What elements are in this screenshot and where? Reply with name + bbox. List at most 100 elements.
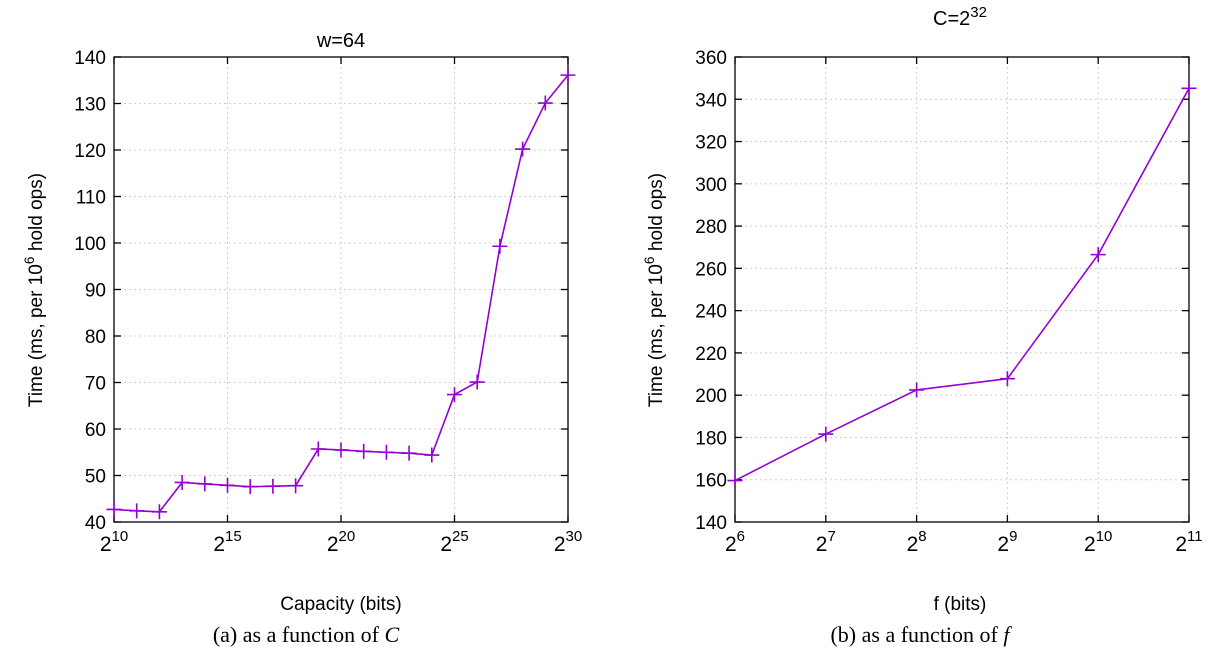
chart-a-x-tick-label: 220 [327,528,355,556]
chart-a-y-tick-label: 120 [74,141,106,162]
chart-b-x-tick-exponent: 10 [1096,528,1113,545]
chart-a-x-tick-exponent: 10 [112,528,129,545]
chart-a-x-tick-label: 225 [440,528,468,556]
chart-a-x-tick-label: 210 [100,528,128,556]
chart-a-x-tick-label: 215 [213,528,241,556]
chart-b-x-tick-base: 2 [907,533,919,556]
chart-a-y-tick-label: 110 [76,188,106,209]
chart-b-y-tick-label: 140 [695,513,727,534]
chart-a-x-tick-base: 2 [327,533,339,556]
chart-b-x-axis-label: f (bits) [934,594,987,615]
chart-b-x-tick-exponent: 11 [1187,528,1203,545]
chart-b-x-tick-base: 2 [1084,533,1096,556]
chart-b-x-tick-exponent: 8 [918,528,926,545]
chart-b-data-point [1181,80,1197,96]
chart-b-caption-text: (b) as a function of [830,622,1003,647]
chart-b-x-tick-label: 28 [907,528,927,556]
chart-b-series-line [734,87,1190,482]
chart-a-caption-variable: C [384,622,399,647]
chart-b-y-tick-label: 360 [695,48,727,69]
chart-b-data-point [1090,247,1106,263]
chart-a-y-tick-label: 50 [85,467,106,488]
chart-b-x-tick-base: 2 [997,533,1009,556]
chart-a-x-tick-exponent: 20 [339,528,356,545]
chart-b-y-tick-label: 260 [695,259,727,280]
chart-b-y-axis-label-prefix: Time (ms, per 10 [646,264,667,407]
chart-b-y-tick-label: 280 [695,217,727,238]
chart-a-data-point [333,442,349,458]
chart-a-caption: (a) as a function of C [213,622,400,647]
chart-a-data-point [424,447,440,463]
chart-panel-b: C=232 140 160 180 200 220 240 260 280 300 320 340 3… [641,4,1203,647]
chart-a-x-tick-label: 230 [554,528,582,556]
chart-b-y-tick-label: 160 [695,471,727,492]
chart-a-x-tick-base: 2 [440,533,452,556]
chart-b-y-tick-label: 240 [695,302,727,323]
chart-b-data-point [818,426,834,442]
chart-b-data-point [909,382,925,398]
chart-a-data-point [469,374,485,390]
chart-b-y-tick-label: 340 [695,90,727,111]
chart-a-data-point [378,444,394,460]
chart-a-data-point [106,501,122,517]
chart-a-x-tick-base: 2 [213,533,225,556]
chart-b-caption: (b) as a function of f [830,622,1012,647]
chart-b-y-axis-label: Time (ms, per 106 hold ops) [641,173,667,407]
chart-a-data-point [197,476,213,492]
chart-a-y-tick-label: 60 [85,420,106,441]
chart-b-y-tick-label: 320 [695,133,727,154]
chart-a-y-tick-label: 70 [85,374,106,395]
chart-b-x-tick-label: 26 [725,528,745,556]
chart-a-y-tick-label: 90 [85,281,106,302]
chart-b-caption-variable: f [1003,622,1012,647]
chart-a-data-point [265,478,281,494]
chart-a-data-point [129,503,145,519]
chart-a-x-tick-base: 2 [554,533,566,556]
chart-b-y-tick-label: 200 [695,386,727,407]
chart-b-x-tick-exponent: 7 [827,528,835,545]
chart-b-title: C=232 [933,4,987,30]
chart-a-y-axis-label-prefix: Time (ms, per 10 [26,264,47,407]
chart-a-y-axis-label-exponent: 6 [21,256,37,264]
chart-a-data-point [560,67,576,83]
chart-b-x-tick-base: 2 [725,533,737,556]
chart-b-data-point [727,473,743,489]
chart-a-y-tick-label: 130 [74,95,106,116]
chart-a-y-tick-label: 80 [85,327,106,348]
chart-b-x-tick-label: 210 [1084,528,1112,556]
chart-a-data-point [447,387,462,403]
chart-a-y-tick-label: 140 [74,48,106,69]
chart-a-data-point [220,477,235,493]
chart-b-y-tick-label: 220 [695,344,727,365]
chart-a-data-point [174,474,190,490]
chart-b-title-text: C=2 [933,8,970,30]
chart-a-y-tick-label: 40 [85,513,106,534]
chart-b-y-tick-label: 180 [695,428,727,449]
chart-b-y-axis-label-suffix: hold ops) [646,173,667,256]
chart-b-plot-frame [734,56,1190,523]
chart-a-y-tick-label: 100 [74,234,106,255]
chart-b-x-tick-base: 2 [1175,533,1187,556]
chart-b-x-tick-exponent: 6 [737,528,745,545]
chart-a-title: w=64 [316,30,365,52]
chart-a-data-point [288,478,304,494]
chart-a-data-point [151,504,167,520]
chart-a-y-axis-label-suffix: hold ops) [26,173,47,256]
chart-b-x-tick-label: 211 [1175,528,1202,556]
chart-a-data-point [492,238,508,254]
chart-b-x-tick-label: 27 [816,528,836,556]
chart-a-caption-text: (a) as a function of [213,622,385,647]
chart-b-y-tick-label: 300 [695,175,727,196]
chart-a-y-axis-label: Time (ms, per 106 hold ops) [21,173,47,407]
chart-a-data-point [401,445,417,461]
chart-b-title-exponent: 32 [970,4,987,21]
chart-a-data-point [310,441,326,457]
chart-b-x-tick-exponent: 9 [1009,528,1017,545]
chart-a-x-tick-exponent: 15 [225,528,242,545]
chart-a-data-point [515,141,531,157]
chart-a-x-tick-exponent: 30 [566,528,583,545]
chart-a-x-axis-label: Capacity (bits) [280,594,401,615]
